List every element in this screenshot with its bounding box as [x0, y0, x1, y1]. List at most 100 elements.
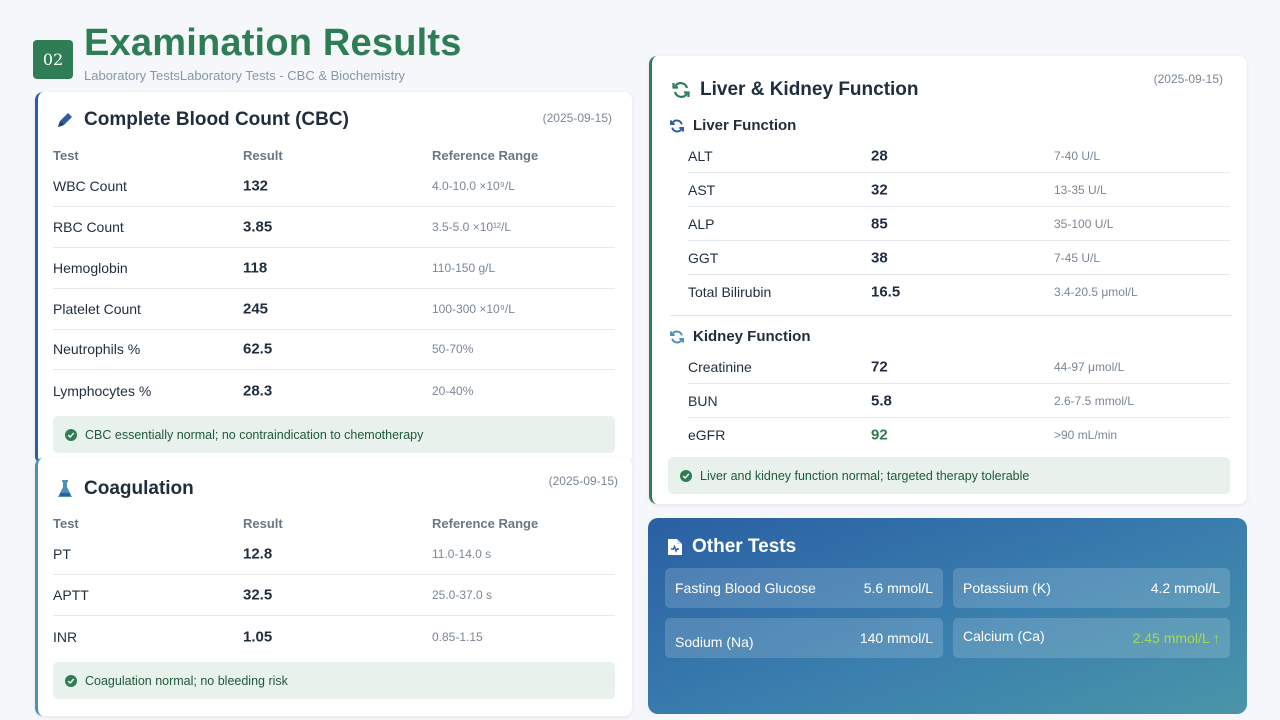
test-reference: 20-40% — [432, 383, 474, 398]
test-result: 118 — [243, 259, 268, 277]
test-name: GGT — [688, 249, 719, 266]
table-row: WBC Count 132 4.0-10.0 ×10⁹/L — [53, 166, 615, 207]
table-row: Platelet Count 245 100-300 ×10⁹/L — [53, 289, 615, 330]
test-result: 132 — [243, 177, 269, 195]
cbc-header-test: Test — [53, 148, 79, 163]
refresh-icon — [669, 329, 685, 345]
liver-subtitle: Liver Function — [693, 117, 797, 134]
other-test-name: Calcium (Ca) — [963, 628, 1045, 644]
table-row: RBC Count 3.85 3.5-5.0 ×10¹²/L — [53, 207, 615, 248]
refresh-icon — [670, 79, 692, 101]
table-row: PT 12.8 11.0-14.0 s — [53, 534, 615, 575]
test-result: 62.5 — [243, 340, 273, 358]
table-row: Hemoglobin 118 110-150 g/L — [53, 248, 615, 289]
test-reference: 25.0-37.0 s — [432, 588, 493, 602]
cbc-note-text: CBC essentially normal; no contraindicat… — [85, 427, 424, 442]
lk-date: (2025-09-15) — [1153, 72, 1223, 86]
file-medical-icon — [666, 538, 684, 556]
test-name: ALP — [688, 215, 715, 232]
test-name: ALT — [688, 147, 713, 164]
test-name: PT — [53, 546, 71, 562]
other-title-wrap: Other Tests — [666, 536, 796, 558]
table-row: BUN 5.8 2.6-7.5 mmol/L — [688, 384, 1230, 418]
test-name: AST — [688, 181, 716, 198]
coag-date: (2025-09-15) — [548, 474, 618, 488]
coag-title: Coagulation — [84, 478, 194, 499]
test-result: 92 — [871, 426, 888, 444]
lk-note: Liver and kidney function normal; target… — [668, 457, 1230, 494]
cbc-date: (2025-09-15) — [542, 111, 612, 125]
test-reference: 110-150 g/L — [432, 261, 496, 275]
test-reference: 13-35 U/L — [1054, 182, 1107, 197]
other-title: Other Tests — [692, 536, 797, 557]
test-result: 32.5 — [243, 586, 273, 604]
table-row: eGFR 92 >90 mL/min — [688, 418, 1230, 452]
table-row: INR 1.05 0.85-1.15 — [53, 616, 615, 657]
coagulation-card: Coagulation (2025-09-15) Test Result Ref… — [35, 458, 632, 716]
check-circle-icon — [680, 469, 692, 482]
test-result: 32 — [871, 181, 888, 198]
coag-header-test: Test — [53, 516, 79, 531]
test-reference: 35-100 U/L — [1054, 216, 1114, 231]
coag-note: Coagulation normal; no bleeding risk — [53, 662, 615, 699]
other-tests-card: Other Tests Fasting Blood Glucose 5.6 mm… — [648, 518, 1247, 714]
other-test-tile: Calcium (Ca) 2.45 mmol/L ↑ — [953, 618, 1230, 658]
test-name: eGFR — [688, 427, 726, 443]
lk-title: Liver & Kidney Function — [700, 79, 919, 100]
other-test-name: Fasting Blood Glucose — [675, 580, 816, 596]
table-row: Neutrophils % 62.5 50-70% — [53, 329, 615, 370]
test-reference: 11.0-14.0 s — [432, 547, 492, 561]
test-name: Neutrophils % — [53, 341, 141, 357]
kidney-subtitle: Kidney Function — [693, 328, 811, 345]
other-test-value: 5.6 mmol/L — [863, 580, 933, 596]
test-reference: 100-300 ×10⁹/L — [432, 302, 515, 316]
check-circle-icon — [65, 428, 77, 441]
test-name: Total Bilirubin — [688, 284, 772, 300]
lk-title-wrap: Liver & Kidney Function — [670, 79, 919, 101]
pen-icon — [54, 109, 76, 131]
table-row: APTT 32.5 25.0-37.0 s — [53, 575, 615, 616]
test-reference: 7-40 U/L — [1054, 148, 1101, 163]
test-name: Creatinine — [688, 358, 752, 375]
coag-title-wrap: Coagulation — [54, 478, 194, 500]
page-title: Examination Results — [84, 22, 462, 64]
other-test-value: 140 mmol/L — [859, 630, 933, 646]
test-result: 5.8 — [871, 392, 892, 409]
other-test-tile: Potassium (K) 4.2 mmol/L — [953, 568, 1230, 608]
kidney-subtitle-wrap: Kidney Function — [669, 328, 811, 345]
cbc-title: Complete Blood Count (CBC) — [84, 109, 349, 130]
test-reference: >90 mL/min — [1054, 428, 1118, 442]
test-result: 85 — [871, 215, 888, 232]
test-result: 38 — [871, 249, 888, 266]
test-name: Platelet Count — [53, 301, 141, 317]
table-row: AST 32 13-35 U/L — [688, 173, 1230, 207]
test-reference: 2.6-7.5 mmol/L — [1054, 393, 1135, 408]
other-test-value: 4.2 mmol/L — [1150, 580, 1220, 596]
cbc-header-result: Result — [243, 148, 283, 163]
test-name: WBC Count — [53, 178, 127, 194]
liver-subtitle-wrap: Liver Function — [669, 117, 796, 134]
coag-header-ref: Reference Range — [432, 516, 539, 531]
test-result: 28.3 — [243, 382, 273, 399]
flask-icon — [54, 478, 76, 500]
refresh-icon — [669, 118, 685, 134]
test-result: 12.8 — [243, 545, 273, 563]
table-row: ALP 85 35-100 U/L — [688, 207, 1230, 241]
table-row: ALT 28 7-40 U/L — [688, 139, 1230, 173]
other-test-value: 2.45 mmol/L ↑ — [1132, 630, 1220, 646]
cbc-header-ref: Reference Range — [432, 148, 539, 163]
cbc-title-wrap: Complete Blood Count (CBC) — [54, 109, 349, 131]
section-badge: 02 — [33, 40, 73, 79]
cbc-note: CBC essentially normal; no contraindicat… — [53, 416, 615, 453]
coag-note-text: Coagulation normal; no bleeding risk — [85, 673, 288, 688]
section-divider — [670, 315, 1232, 316]
test-name: BUN — [688, 392, 718, 409]
test-name: APTT — [53, 587, 89, 603]
liver-kidney-card: Liver & Kidney Function (2025-09-15) Liv… — [649, 56, 1247, 504]
test-reference: 4.0-10.0 ×10⁹/L — [432, 179, 515, 193]
other-test-tile: Fasting Blood Glucose 5.6 mmol/L — [665, 568, 943, 608]
test-reference: 44-97 μmol/L — [1054, 359, 1125, 374]
test-reference: 0.85-1.15 — [432, 629, 483, 644]
other-test-tile: Sodium (Na) 140 mmol/L — [665, 618, 943, 658]
table-row: Creatinine 72 44-97 μmol/L — [688, 350, 1230, 384]
